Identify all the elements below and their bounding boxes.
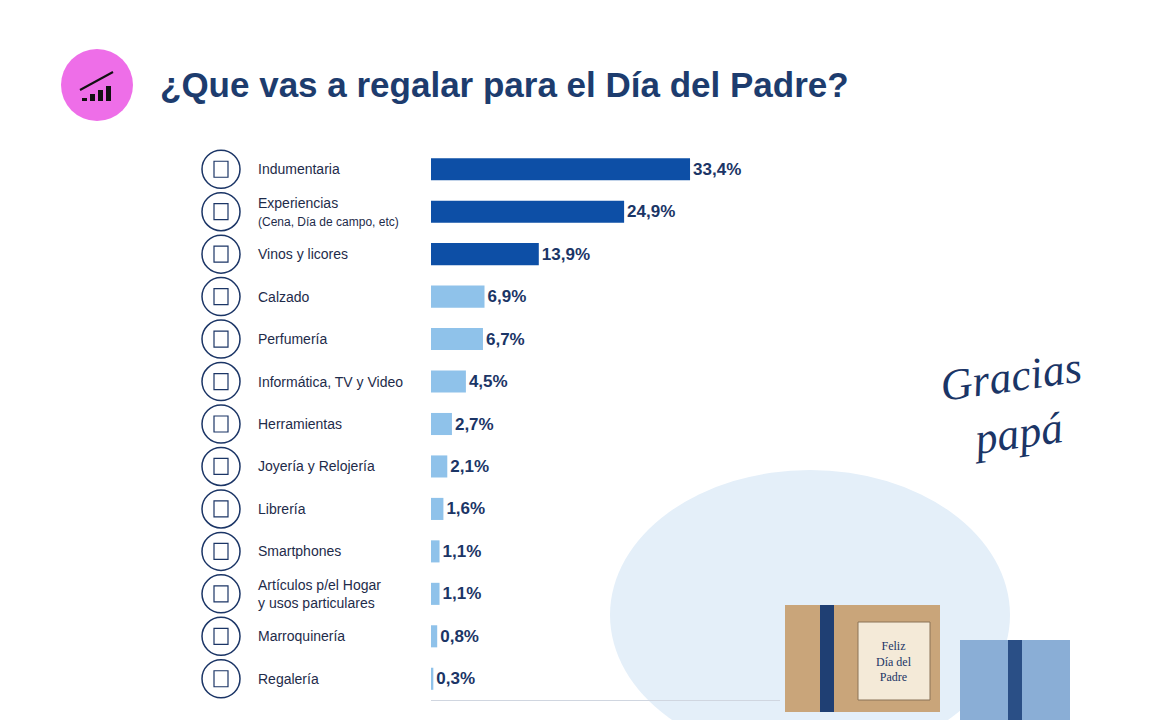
svg-text:Librería: Librería [258,501,306,517]
svg-text:2,7%: 2,7% [455,415,494,434]
svg-text:Vinos y licores: Vinos y licores [258,246,348,262]
svg-text:33,4%: 33,4% [693,160,741,179]
svg-text:1,1%: 1,1% [443,542,482,561]
svg-text:¿Que vas a regalar para el Día: ¿Que vas a regalar para el Día del Padre… [160,65,849,104]
svg-text:Graciaspapá: Graciaspapá [937,343,1092,468]
svg-text:Smartphones: Smartphones [258,543,341,559]
svg-text:6,7%: 6,7% [486,330,525,349]
svg-text:24,9%: 24,9% [627,202,675,221]
svg-text:Calzado: Calzado [258,289,310,305]
svg-text:Artículos p/el Hogary usos par: Artículos p/el Hogary usos particulares [258,577,381,611]
svg-text:Joyería y Relojería: Joyería y Relojería [258,458,375,474]
svg-text:1,1%: 1,1% [443,584,482,603]
svg-text:6,9%: 6,9% [488,287,527,306]
svg-text:0,3%: 0,3% [436,669,475,688]
svg-text:4,5%: 4,5% [469,372,508,391]
svg-text:Experiencias(Cena, Día de camp: Experiencias(Cena, Día de campo, etc) [258,195,399,229]
svg-text:Indumentaria: Indumentaria [258,161,340,177]
svg-text:2,1%: 2,1% [450,457,489,476]
svg-text:1,6%: 1,6% [446,499,485,518]
svg-text:Perfumería: Perfumería [258,331,327,347]
svg-text:0,8%: 0,8% [440,627,479,646]
svg-text:FelizDía delPadre: FelizDía delPadre [876,639,912,684]
svg-text:Informática, TV y Video: Informática, TV y Video [258,374,403,390]
svg-text:13,9%: 13,9% [542,245,590,264]
svg-text:Herramientas: Herramientas [258,416,342,432]
svg-text:Regalería: Regalería [258,671,319,687]
svg-text:Marroquinería: Marroquinería [258,628,345,644]
